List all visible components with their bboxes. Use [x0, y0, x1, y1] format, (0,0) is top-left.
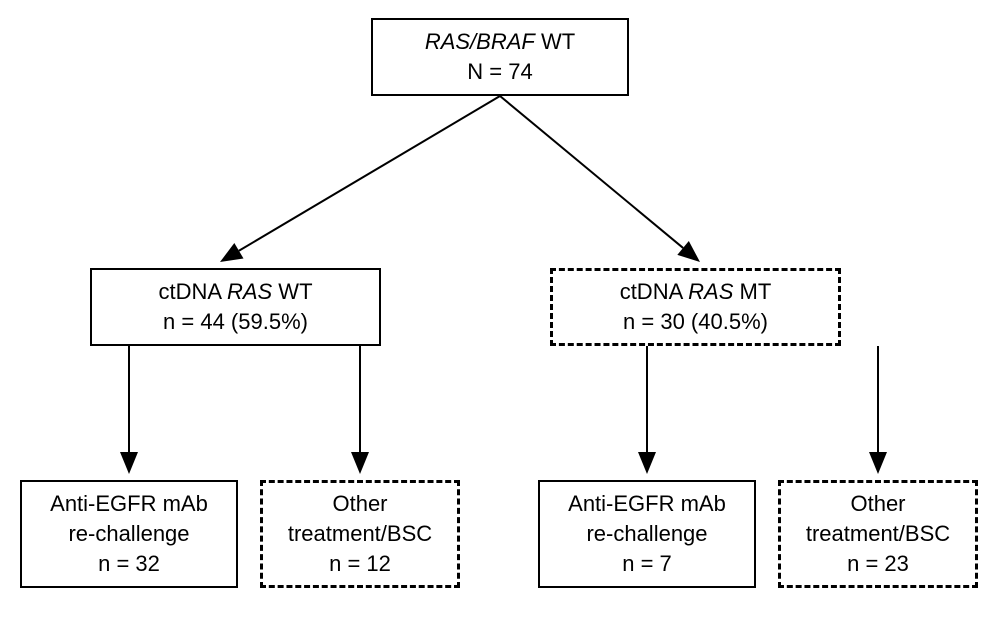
arrowhead-mt-mt-rechallenge: [638, 452, 656, 474]
flowchart-canvas: RAS/BRAF WTN = 74 ctDNA RAS WTn = 44 (59.…: [0, 0, 992, 629]
arrowhead-root-mt: [677, 241, 700, 262]
node-mt-line: ctDNA RAS MT: [620, 277, 772, 307]
node-mt-rechallenge: Anti-EGFR mAbre-challengen = 7: [538, 480, 756, 588]
node-wt-line: ctDNA RAS WT: [158, 277, 312, 307]
node-wt-rechallenge-line: n = 32: [98, 549, 160, 579]
node-wt-rechallenge-line: Anti-EGFR mAb: [50, 489, 208, 519]
node-root: RAS/BRAF WTN = 74: [371, 18, 629, 96]
node-mt-rechallenge-line: n = 7: [622, 549, 672, 579]
arrowhead-root-wt: [220, 243, 244, 262]
node-mt: ctDNA RAS MTn = 30 (40.5%): [550, 268, 841, 346]
node-root-line: N = 74: [467, 57, 532, 87]
node-root-line: RAS/BRAF WT: [425, 27, 575, 57]
node-mt-other: Othertreatment/BSCn = 23: [778, 480, 978, 588]
node-mt-other-line: n = 23: [847, 549, 909, 579]
node-wt-other-line: treatment/BSC: [288, 519, 432, 549]
node-mt-other-line: Other: [850, 489, 905, 519]
edge-root-wt: [239, 96, 500, 251]
arrowhead-mt-mt-other: [869, 452, 887, 474]
node-wt-other-line: Other: [332, 489, 387, 519]
node-mt-line: n = 30 (40.5%): [623, 307, 768, 337]
node-wt: ctDNA RAS WTn = 44 (59.5%): [90, 268, 381, 346]
node-wt-other-line: n = 12: [329, 549, 391, 579]
arrowhead-wt-wt-rechallenge: [120, 452, 138, 474]
node-mt-other-line: treatment/BSC: [806, 519, 950, 549]
edge-root-mt: [500, 96, 683, 248]
node-wt-other: Othertreatment/BSCn = 12: [260, 480, 460, 588]
node-wt-line: n = 44 (59.5%): [163, 307, 308, 337]
arrowhead-wt-wt-other: [351, 452, 369, 474]
node-wt-rechallenge: Anti-EGFR mAbre-challengen = 32: [20, 480, 238, 588]
node-wt-rechallenge-line: re-challenge: [68, 519, 189, 549]
node-mt-rechallenge-line: Anti-EGFR mAb: [568, 489, 726, 519]
node-mt-rechallenge-line: re-challenge: [586, 519, 707, 549]
